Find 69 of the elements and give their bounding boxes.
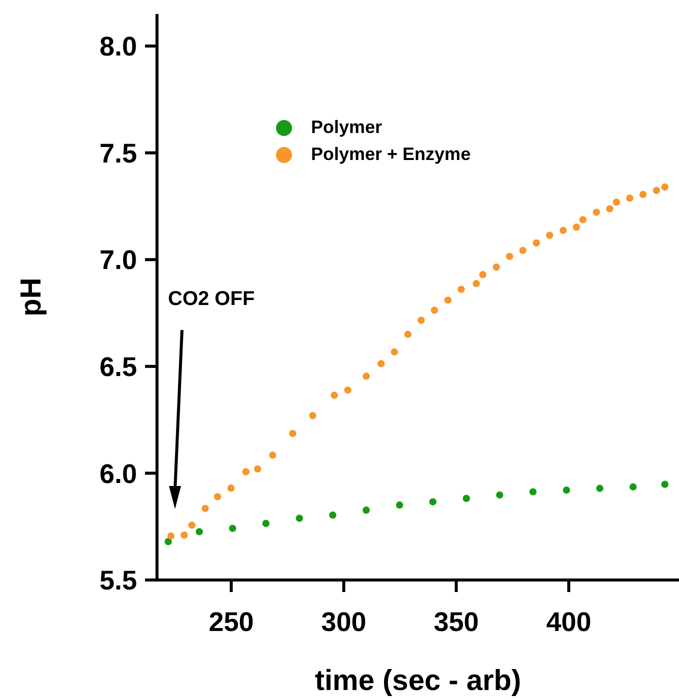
- point: [652, 186, 660, 194]
- point: [519, 246, 526, 254]
- point: [661, 183, 668, 191]
- point: [529, 488, 537, 496]
- point: [296, 514, 304, 522]
- point: [269, 451, 276, 459]
- point: [362, 372, 370, 380]
- point: [496, 491, 504, 499]
- point: [330, 392, 338, 399]
- point: [429, 498, 436, 506]
- point: [362, 506, 370, 514]
- point: [612, 198, 620, 206]
- point: [472, 280, 480, 288]
- point: [532, 239, 540, 247]
- point: [262, 520, 270, 527]
- point: [630, 483, 637, 490]
- y-tick-label: 7.0: [99, 245, 137, 276]
- point: [227, 484, 235, 492]
- point: [596, 484, 604, 492]
- point: [344, 386, 352, 394]
- point: [506, 252, 514, 260]
- point: [309, 412, 316, 420]
- x-tick-label: 300: [321, 607, 366, 638]
- point: [562, 486, 570, 494]
- point: [188, 522, 196, 529]
- point: [560, 226, 567, 234]
- x-tick-label: 350: [434, 607, 479, 638]
- x-tick-label: 250: [208, 607, 254, 638]
- y-tick-label: 6.0: [99, 458, 137, 489]
- point: [444, 296, 452, 304]
- annotation: CO2 OFF: [168, 288, 255, 311]
- point: [639, 190, 647, 198]
- point: [661, 480, 668, 488]
- point: [289, 430, 296, 438]
- point: [592, 208, 600, 216]
- y-tick-label: 6.5: [99, 352, 137, 382]
- point: [396, 501, 404, 509]
- x-axis-title: time (sec - arb): [314, 665, 522, 697]
- point: [180, 532, 188, 539]
- point: [492, 264, 500, 271]
- point: [196, 528, 203, 536]
- point: [378, 360, 385, 368]
- point: [404, 330, 412, 338]
- point: [430, 306, 438, 314]
- x-tick-label: 400: [546, 607, 592, 638]
- point: [546, 232, 554, 239]
- point: [626, 194, 634, 202]
- point: [329, 511, 336, 519]
- y-tick-label: 5.5: [99, 566, 137, 596]
- point: [479, 270, 486, 278]
- point: [390, 348, 398, 356]
- legend-label: Polymer + Enzyme: [311, 144, 471, 165]
- y-tick-label: 7.5: [99, 138, 137, 168]
- point: [167, 532, 175, 540]
- point: [254, 465, 262, 473]
- point: [572, 224, 580, 231]
- point: [418, 316, 425, 324]
- point: [462, 494, 470, 502]
- point: [242, 468, 250, 476]
- y-tick-label: 8.0: [99, 32, 137, 62]
- y-axis-title: pH: [15, 278, 48, 316]
- point: [458, 286, 465, 293]
- point: [164, 538, 172, 546]
- point: [202, 504, 209, 512]
- point: [579, 216, 587, 224]
- legend-label: Polymer: [311, 117, 382, 138]
- point: [214, 493, 222, 500]
- point: [606, 205, 614, 212]
- point: [229, 524, 236, 532]
